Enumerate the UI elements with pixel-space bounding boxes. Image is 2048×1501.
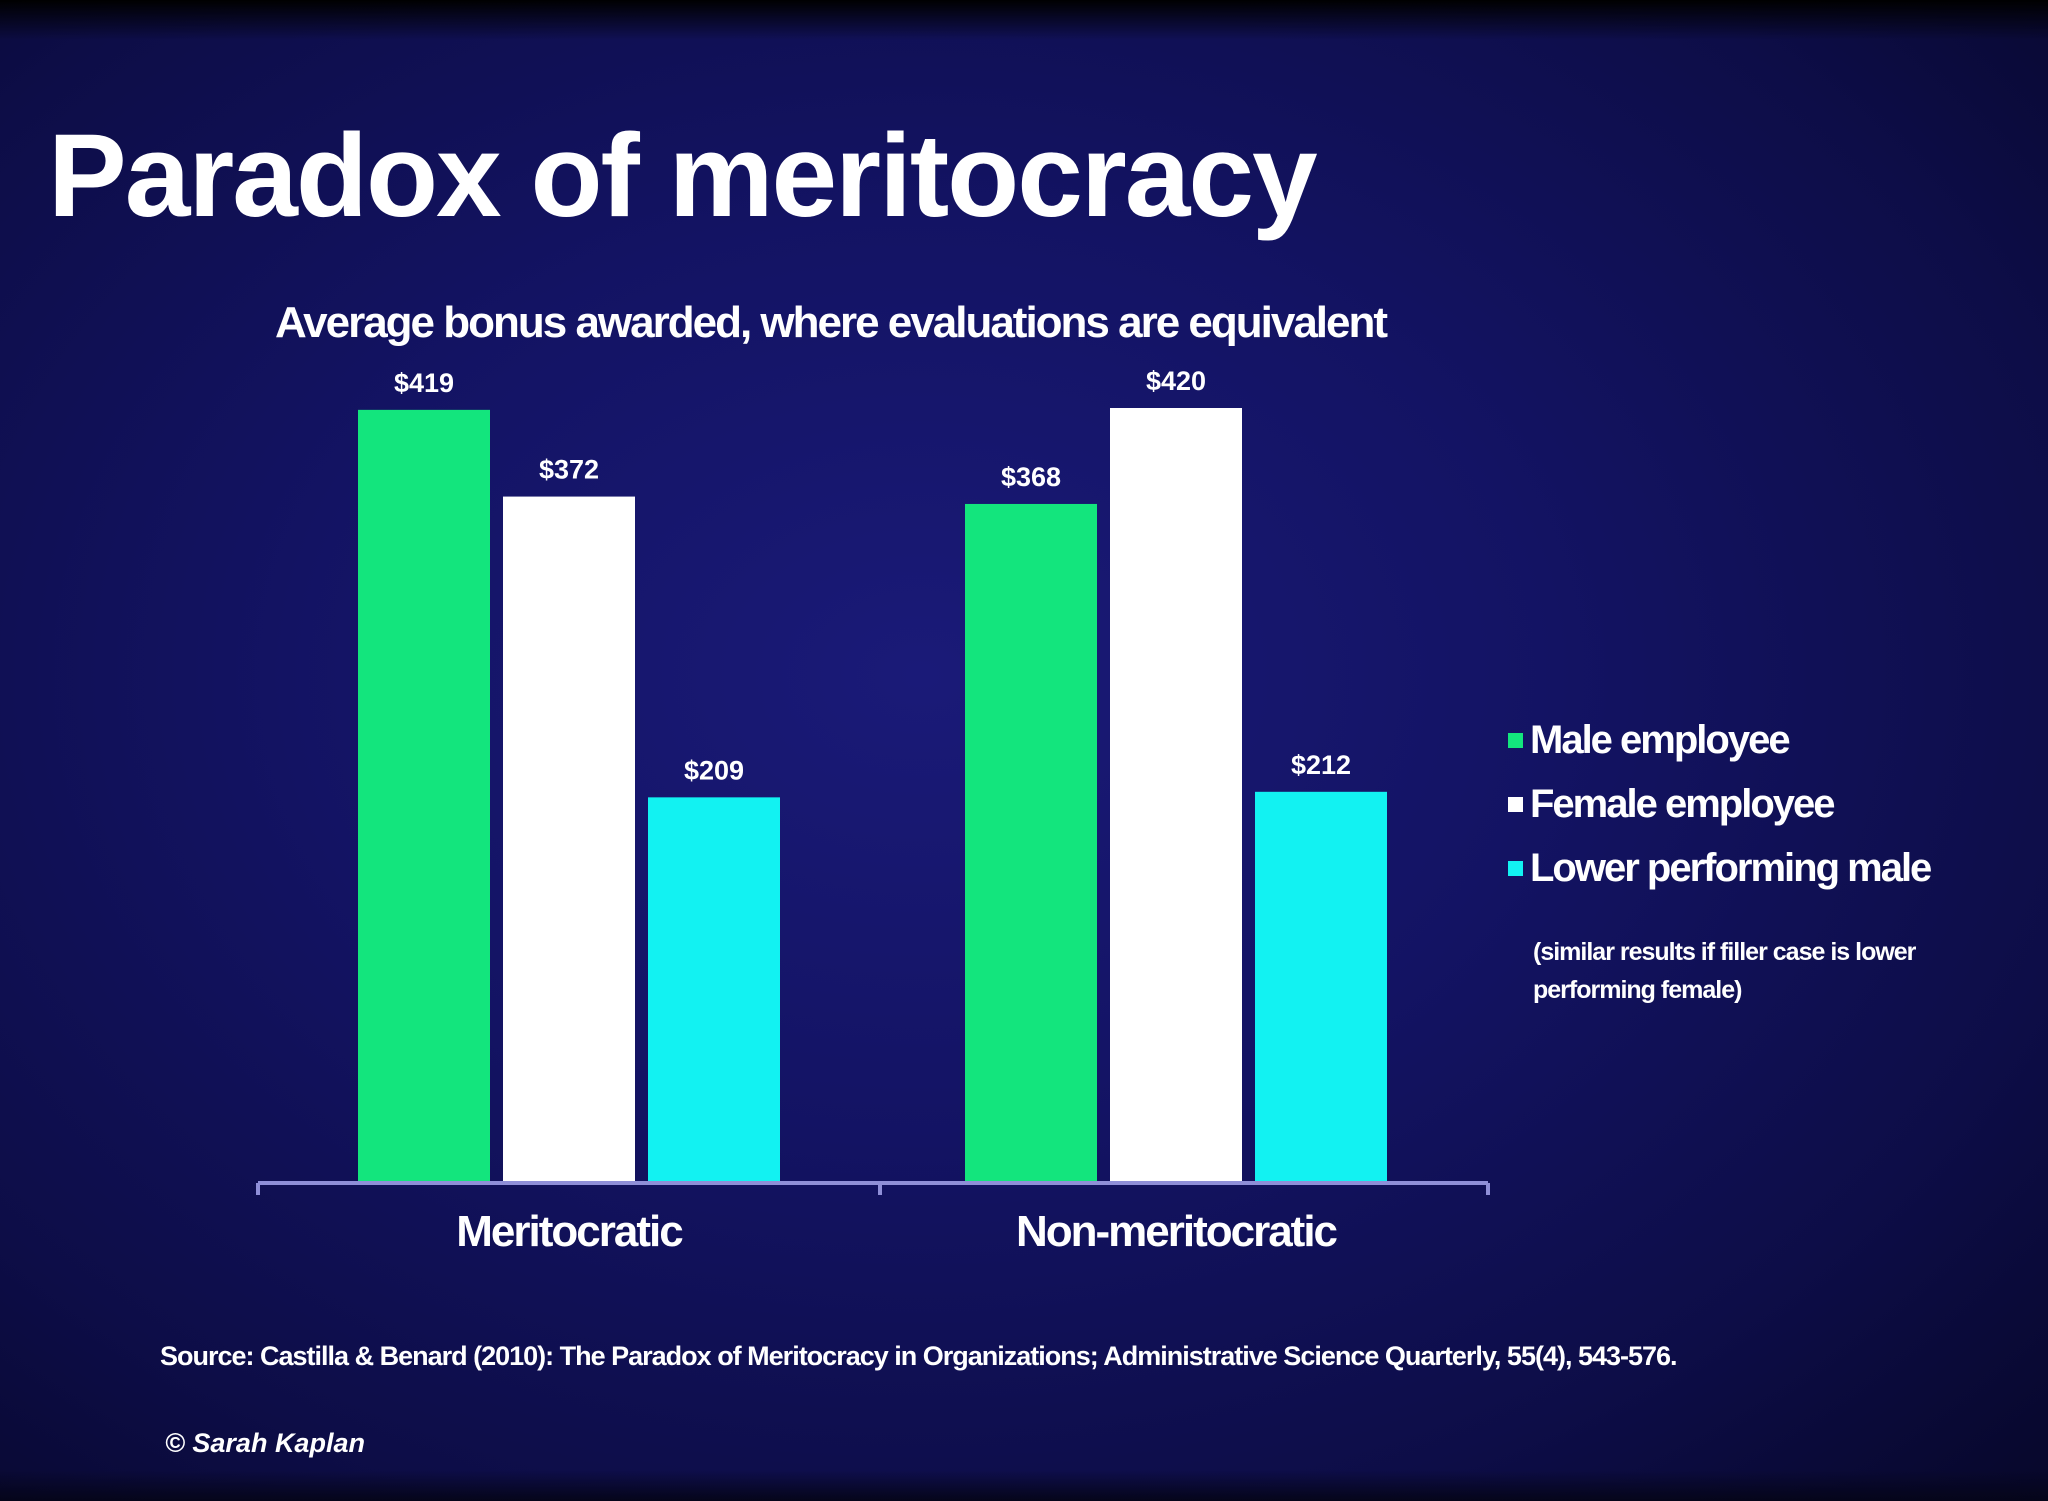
chart-legend: Male employee Female employee Lower perf… bbox=[1508, 708, 1932, 900]
bar-non-meritocratic-lower-performing-male bbox=[1255, 791, 1387, 1183]
data-label-non-meritocratic-male-employee: $368 bbox=[1001, 462, 1061, 492]
legend-swatch-male-employee bbox=[1508, 732, 1523, 748]
category-label-non-meritocratic: Non-meritocratic bbox=[1016, 1207, 1338, 1256]
legend-swatch-lower-performing-male bbox=[1508, 860, 1523, 876]
category-label-meritocratic: Meritocratic bbox=[456, 1207, 683, 1256]
copyright-notice: © Sarah Kaplan bbox=[165, 1428, 365, 1458]
slide-title: Paradox of meritocracy bbox=[48, 110, 1318, 242]
bar-non-meritocratic-female-employee bbox=[1110, 408, 1242, 1183]
chart-note: (similar results if filler case is lower… bbox=[1533, 938, 1916, 1004]
data-label-meritocratic-male-employee: $419 bbox=[394, 368, 454, 398]
bar-non-meritocratic-male-employee bbox=[965, 503, 1097, 1183]
legend-label-male-employee: Male employee bbox=[1530, 717, 1791, 762]
legend-swatch-female-employee bbox=[1508, 796, 1523, 812]
chart-title: Average bonus awarded, where evaluations… bbox=[275, 298, 1388, 347]
data-label-meritocratic-female-employee: $372 bbox=[539, 455, 599, 485]
legend-label-female-employee: Female employee bbox=[1530, 781, 1835, 826]
source-citation: Source: Castilla & Benard (2010): The Pa… bbox=[160, 1341, 1678, 1371]
bar-meritocratic-female-employee bbox=[503, 496, 635, 1184]
legend-label-lower-performing-male: Lower performing male bbox=[1530, 845, 1932, 890]
legend-item-female-employee: Female employee bbox=[1508, 772, 1930, 836]
bar-meritocratic-male-employee bbox=[358, 409, 490, 1184]
bar-meritocratic-lower-performing-male bbox=[648, 797, 780, 1183]
bottom-shadow-band bbox=[0, 1470, 2048, 1501]
legend-item-lower-performing-male: Lower performing male bbox=[1508, 836, 1932, 900]
data-label-meritocratic-lower-performing-male: $209 bbox=[684, 755, 744, 785]
legend-item-male-employee: Male employee bbox=[1508, 708, 1930, 772]
data-label-non-meritocratic-female-employee: $420 bbox=[1146, 366, 1206, 396]
top-shadow-band bbox=[0, 0, 2048, 40]
data-label-non-meritocratic-lower-performing-male: $212 bbox=[1291, 750, 1351, 780]
